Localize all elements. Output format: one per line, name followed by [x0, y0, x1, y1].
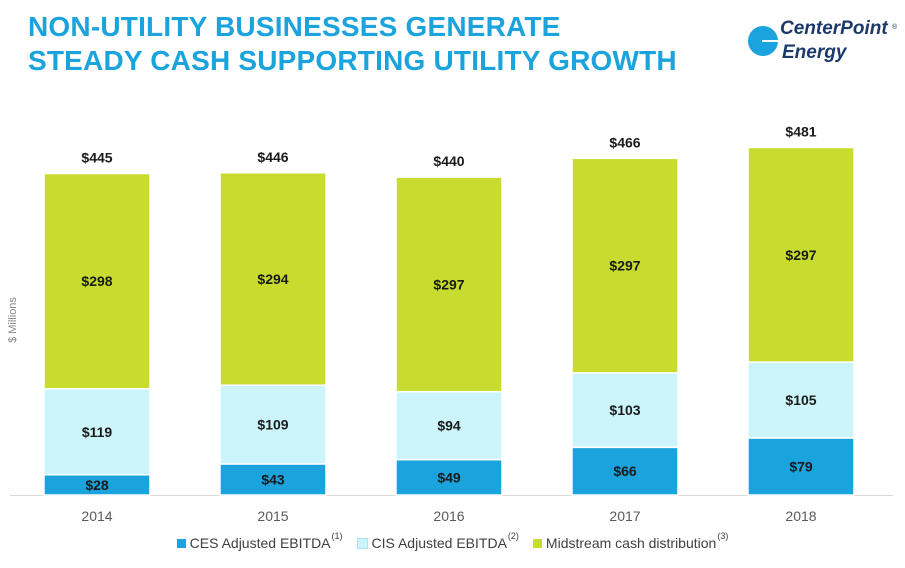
segment-label-1-2017: $66 [613, 463, 637, 479]
page-title: NON-UTILITY BUSINESSES GENERATE STEADY C… [28, 10, 677, 78]
total-label-2015: $446 [257, 149, 288, 165]
segment-label-1-2015: $43 [261, 471, 285, 487]
segment-label-2-2017: $103 [609, 402, 640, 418]
bar-segment-2-2014 [43, 388, 151, 476]
logo-text-line-1: CenterPoint [780, 18, 888, 39]
legend-footnote-3: (3) [717, 531, 729, 541]
segment-label-2-2016: $94 [437, 418, 461, 434]
page-title-line-2: STEADY CASH SUPPORTING UTILITY GROWTH [28, 45, 677, 76]
bar-segment-3-2014 [43, 172, 151, 390]
segment-label-2-2018: $105 [785, 392, 816, 408]
y-axis-label: $ Millions [7, 297, 19, 343]
bar-segment-1-2016 [395, 458, 503, 496]
company-logo: CenterPoint Energy ® [748, 12, 898, 72]
total-label-2018: $481 [785, 123, 816, 139]
total-label-2014: $445 [81, 149, 112, 165]
logo-line-icon [762, 40, 786, 42]
bar-segment-3-2016 [395, 176, 503, 393]
bar-segment-2-2018 [747, 361, 855, 439]
x-tick-label-2018: 2018 [785, 508, 816, 524]
legend-label-1: CES Adjusted EBITDA [189, 535, 331, 551]
segment-label-3-2015: $294 [257, 271, 288, 287]
legend-item-3: Midstream cash distribution (3) [532, 531, 728, 551]
stacked-bar-chart: $ Millions $28 $119 $298 $445 2014 $43 $109 $294… [7, 123, 893, 524]
bar-segment-1-2018 [747, 437, 855, 496]
page-title-line-1: NON-UTILITY BUSINESSES GENERATE [28, 11, 561, 42]
segment-label-1-2018: $79 [789, 458, 813, 474]
x-tick-label-2017: 2017 [609, 508, 640, 524]
legend-swatch-3 [532, 538, 542, 548]
segment-label-2-2014: $119 [82, 424, 113, 440]
legend-footnote-1: (1) [331, 531, 343, 541]
legend-swatch-1 [176, 538, 186, 548]
x-tick-label-2014: 2014 [81, 508, 112, 524]
legend-item-2: CIS Adjusted EBITDA (2) [356, 531, 519, 551]
logo-text-line-2: Energy [782, 42, 847, 63]
segment-label-1-2016: $49 [437, 469, 461, 485]
segment-label-2-2015: $109 [257, 417, 288, 433]
bar-segment-2-2017 [571, 372, 679, 449]
total-label-2016: $440 [433, 153, 464, 169]
bar-segment-2-2015 [219, 384, 327, 465]
bar-segment-1-2017 [571, 446, 679, 496]
segment-label-3-2017: $297 [609, 258, 640, 274]
total-label-2017: $466 [609, 134, 640, 150]
legend-label-2: CIS Adjusted EBITDA [371, 535, 507, 551]
logo-registered-mark: ® [892, 24, 898, 31]
legend-label-3: Midstream cash distribution [545, 535, 717, 551]
legend-item-1: CES Adjusted EBITDA (1) [176, 531, 343, 551]
segment-label-3-2016: $297 [433, 276, 464, 292]
legend-footnote-2: (2) [507, 531, 519, 541]
bar-segment-3-2015 [219, 172, 327, 386]
legend-swatch-2 [356, 537, 368, 549]
bar-segment-3-2018 [747, 146, 855, 363]
bar-segment-3-2017 [571, 157, 679, 374]
chart-legend: CES Adjusted EBITDA (1) CIS Adjusted EBITD… [0, 531, 905, 551]
segment-label-3-2018: $297 [785, 247, 816, 263]
x-tick-label-2015: 2015 [257, 508, 288, 524]
segment-label-3-2014: $298 [81, 273, 112, 289]
x-tick-label-2016: 2016 [433, 508, 464, 524]
segment-label-1-2014: $28 [85, 477, 109, 493]
